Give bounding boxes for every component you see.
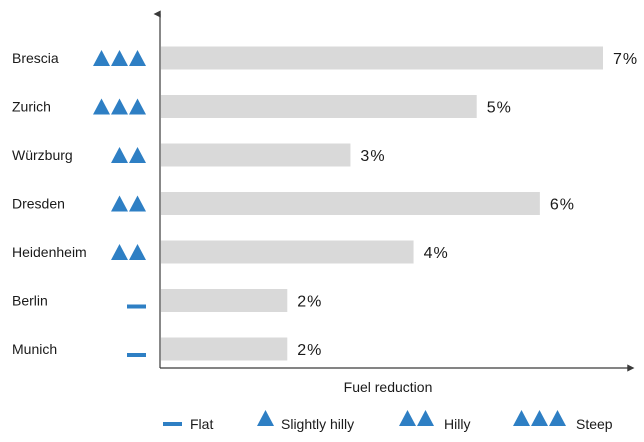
triangle-mark [531,410,548,426]
value-label-dresden: 6% [550,197,575,214]
bar-heidenheim [161,240,414,264]
value-label-brescia: 7% [613,51,638,68]
bar-dresden [161,192,540,215]
flat-dash [127,353,146,357]
triangle-mark [417,410,434,426]
legend-slightly-hilly-icon [257,410,274,426]
category-label: Würzburg [12,147,73,163]
category-label: Brescia [12,50,59,66]
triangle-mark [111,98,128,115]
category-label: Heidenheim [12,244,87,260]
legend-label: Steep [576,416,613,432]
triangle-mark [399,410,416,426]
legend-hilly-icon [399,410,434,426]
triangle-mark [111,50,128,66]
triangle-mark [111,147,128,163]
triangle-mark [111,244,128,260]
triangle-mark [549,410,566,426]
triangle-mark [129,50,146,66]
terrain-flat-icon [127,353,146,357]
triangle-mark [513,410,530,426]
triangle-mark [129,244,146,260]
terrain-icons-layer [93,50,146,357]
triangle-mark [257,410,274,426]
triangle-mark [129,147,146,163]
legend-item-flat: Flat [163,416,213,432]
terrain-hilly-icon [111,244,146,260]
legend-label: Slightly hilly [281,416,354,432]
terrain-flat-icon [127,304,146,309]
bar-würzburg [161,143,351,167]
flat-dash [163,422,182,426]
triangle-mark [129,98,146,115]
category-label: Zurich [12,99,51,115]
legend-steep-icon [513,410,566,426]
legend-item-steep: Steep [513,410,613,432]
bar-berlin [161,289,288,312]
terrain-steep-icon [93,50,146,66]
value-label-munich: 2% [297,342,322,359]
legend-item-hilly: Hilly [399,410,470,432]
category-label: Berlin [12,293,48,309]
terrain-hilly-icon [111,195,146,212]
bar-brescia [161,46,603,70]
category-label: Dresden [12,196,65,212]
bar-zurich [161,95,477,118]
triangle-mark [129,195,146,212]
bar-munich [161,337,288,361]
terrain-steep-icon [93,98,146,115]
terrain-hilly-icon [111,147,146,163]
legend-label: Hilly [444,416,470,432]
triangle-mark [111,195,128,212]
legend-item-slightly-hilly: Slightly hilly [257,410,354,432]
legend-flat-icon [163,422,182,426]
labels-layer: 7% Brescia 5% Zurich 3% Würzburg 6% Dresden 4% He… [12,50,638,359]
legend: Flat Slightly hilly Hilly Steep [163,410,613,432]
triangle-mark [93,50,110,66]
legend-label: Flat [190,416,213,432]
category-label: Munich [12,341,57,357]
value-label-berlin: 2% [297,294,322,311]
flat-dash [127,304,146,309]
value-label-würzburg: 3% [360,148,385,165]
triangle-mark [93,98,110,115]
value-label-heidenheim: 4% [424,245,449,262]
value-label-zurich: 5% [487,100,512,117]
x-axis-title: Fuel reduction [344,379,433,395]
bars-layer [161,46,603,361]
